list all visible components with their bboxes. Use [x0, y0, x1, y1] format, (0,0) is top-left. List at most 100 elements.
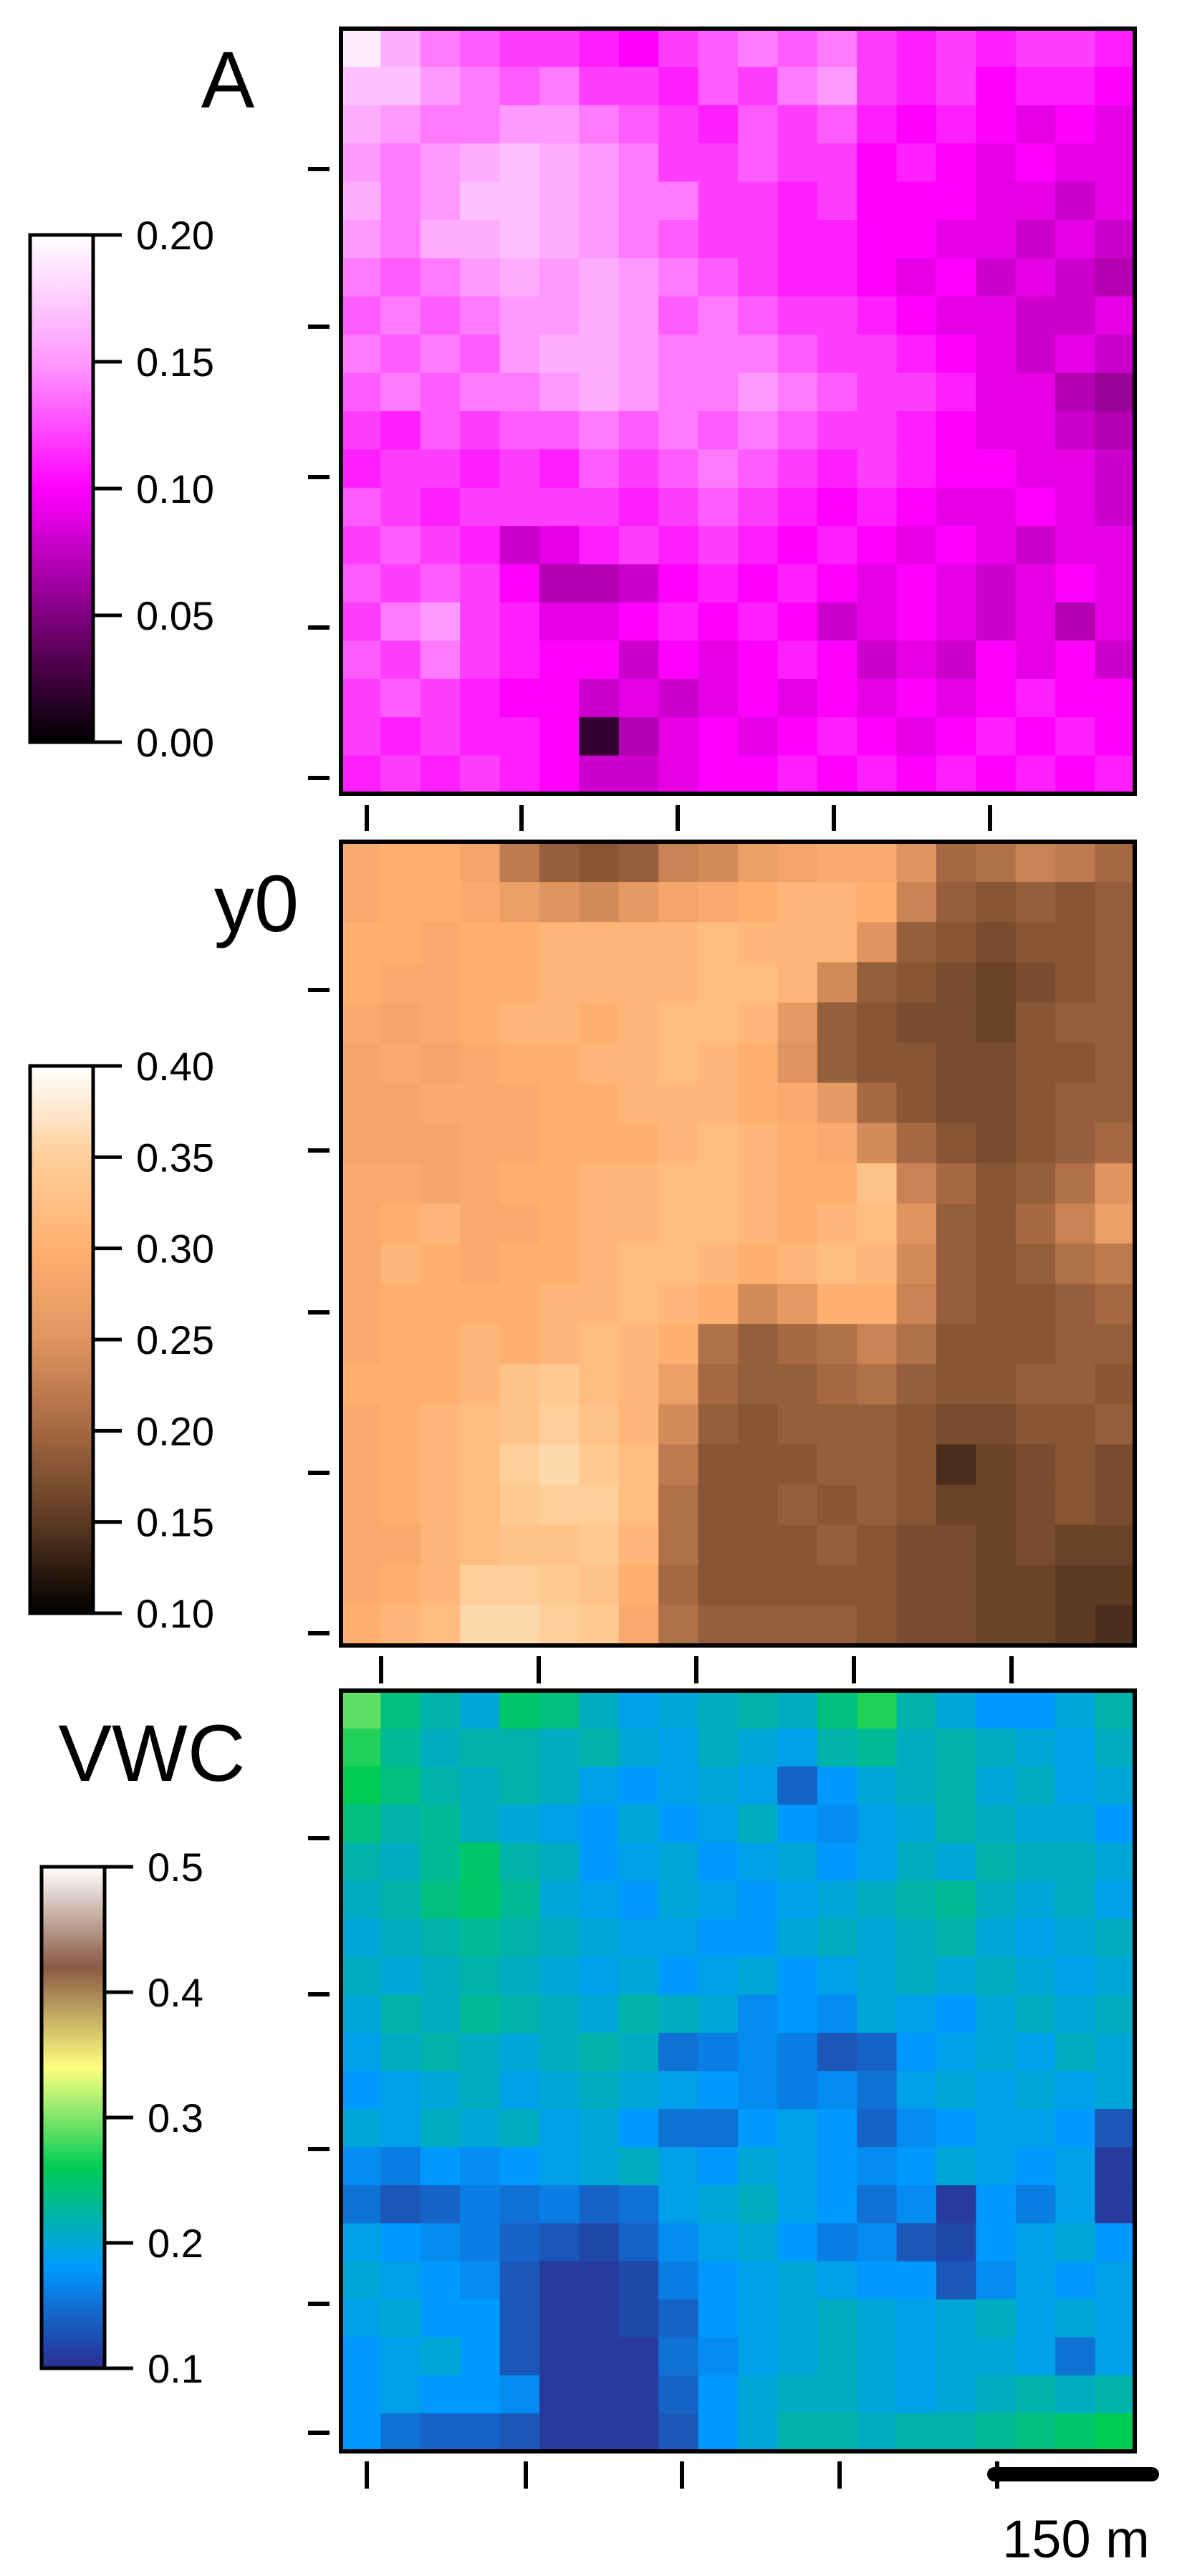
heatmap-vwc-cell [976, 2185, 1017, 2224]
heatmap-a-cell [738, 564, 778, 603]
heatmap-a-cell [460, 67, 501, 106]
heatmap-y0-cell [1015, 1524, 1056, 1566]
heatmap-y0-cell [579, 1524, 620, 1566]
heatmap-y0-cell [777, 1002, 818, 1044]
heatmap-a-cell [777, 755, 818, 794]
heatmap-a-cell [976, 640, 1017, 680]
heatmap-vwc-cell [777, 1842, 818, 1882]
heatmap-vwc-cell [777, 1804, 818, 1843]
heatmap-vwc-cell [460, 1994, 501, 2034]
heatmap-y0-cell [1015, 1082, 1056, 1124]
heatmap-y0-cell [1055, 1082, 1096, 1124]
heatmap-vwc-cell [777, 2413, 818, 2452]
heatmap-vwc-cell [738, 1767, 778, 1805]
heatmap-y0-cell [817, 882, 857, 923]
heatmap-vwc-cell [380, 1767, 421, 1805]
heatmap-y0-cell [1015, 882, 1056, 923]
heatmap-a-cell [1015, 602, 1056, 641]
heatmap-a-cell [539, 181, 580, 221]
heatmap-y0-cell [1055, 1123, 1096, 1164]
heatmap-a-cell [857, 181, 898, 221]
heatmap-a-cell [896, 411, 937, 450]
heatmap-y0-cell [1055, 1244, 1096, 1284]
heatmap-vwc-cell [579, 1994, 620, 2034]
heatmap-a-cell [579, 296, 620, 335]
heatmap-y0-cell [1055, 1163, 1096, 1204]
heatmap-vwc-cell [1055, 1956, 1096, 1996]
heatmap-a-cell [618, 220, 659, 259]
heatmap-vwc-cell [460, 1691, 501, 1729]
heatmap-y0-cell [1055, 1002, 1096, 1044]
heatmap-vwc-cell [499, 1994, 540, 2034]
heatmap-a-cell [777, 678, 818, 718]
heatmap-a-cell [1015, 220, 1056, 259]
heatmap-vwc-cell [658, 1880, 699, 1920]
heatmap-y0-cell [579, 1284, 620, 1325]
heatmap-y0-cell [896, 922, 937, 963]
heatmap-vwc-cell [817, 1918, 857, 1958]
heatmap-y0-cell [976, 1364, 1017, 1405]
heatmap-y0-cell [896, 1163, 937, 1204]
heatmap-a-cell [420, 335, 461, 374]
heatmap-y0-cell [777, 1284, 818, 1325]
heatmap-y0-cell [539, 1605, 580, 1646]
heatmap-y0-cell [460, 842, 501, 883]
heatmap-a-cell [936, 296, 976, 335]
heatmap-y0-cell [698, 1284, 739, 1325]
heatmap-vwc-cell [738, 2261, 778, 2300]
heatmap-a-cell [499, 296, 540, 335]
heatmap-vwc-cell [658, 1767, 699, 1805]
heatmap-vwc-cell [857, 2299, 898, 2338]
heatmap-y0-cell [738, 1565, 778, 1606]
heatmap-vwc-cell [539, 2185, 580, 2224]
heatmap-vwc-cell [777, 2223, 818, 2262]
heatmap-y0-cell [817, 1524, 857, 1566]
heatmap-vwc-cell [1095, 2109, 1135, 2148]
heatmap-vwc-cell [1095, 2185, 1135, 2224]
heatmap-y0-cell [777, 962, 818, 1003]
heatmap-vwc-cell [579, 1729, 620, 1767]
panel-vwc: VWC 0.5 0.4 0.3 0.2 0.1 [39, 1688, 1137, 2489]
heatmap-vwc-cell [380, 1994, 421, 2034]
heatmap-a-cell [1095, 181, 1135, 221]
heatmap-vwc-cell [1095, 1729, 1135, 1767]
heatmap-y0-cell [777, 1444, 818, 1486]
heatmap-y0-cell [817, 1163, 857, 1204]
heatmap-a-cell [1015, 335, 1056, 374]
heatmap-y0-cell [857, 1605, 898, 1646]
heatmap-a-cell [976, 449, 1017, 489]
heatmap-vwc-cell [896, 2375, 937, 2414]
heatmap-y0-cell [698, 842, 739, 883]
heatmap-y0-cell [460, 1244, 501, 1284]
heatmap-y0-cell [499, 1484, 540, 1526]
heatmap-y0-cell [1095, 1082, 1135, 1124]
heatmap-vwc-cell [460, 1956, 501, 1996]
heatmap-y0-cell [618, 1284, 659, 1325]
heatmap-y0-cell [857, 882, 898, 923]
heatmap-vwc-cell [420, 2413, 461, 2452]
heatmap-a-cell [817, 29, 857, 67]
heatmap-vwc-cell [936, 2185, 976, 2224]
heatmap-a-cell [896, 487, 937, 527]
heatmap-vwc-cell [817, 2299, 857, 2338]
heatmap-a-cell [420, 755, 461, 794]
heatmap-y0-cell [658, 1123, 699, 1164]
heatmap-vwc-cell [420, 1729, 461, 1767]
heatmap-a-cell [976, 373, 1017, 412]
heatmap-vwc-cell [1055, 1880, 1096, 1920]
heatmap-vwc-cell [698, 2109, 739, 2148]
heatmap-y0-cell [658, 1203, 699, 1244]
heatmap-y0-cell [1055, 1203, 1096, 1244]
heatmap-y0-cell [539, 1324, 580, 1365]
heatmap-vwc-cell [579, 2299, 620, 2338]
heatmap-vwc-cell [539, 1691, 580, 1729]
heatmap-vwc-cell [420, 2032, 461, 2072]
heatmap-vwc-cell [618, 1729, 659, 1767]
heatmap-vwc-cell [341, 2109, 381, 2148]
heatmap-a-cell [896, 526, 937, 565]
heatmap-y0-cell [341, 1524, 381, 1566]
heatmap-y0-cell [698, 1605, 739, 1646]
heatmap-vwc-cell [579, 2375, 620, 2414]
heatmap-a-cell [817, 526, 857, 565]
heatmap-a-cell [1015, 67, 1056, 106]
